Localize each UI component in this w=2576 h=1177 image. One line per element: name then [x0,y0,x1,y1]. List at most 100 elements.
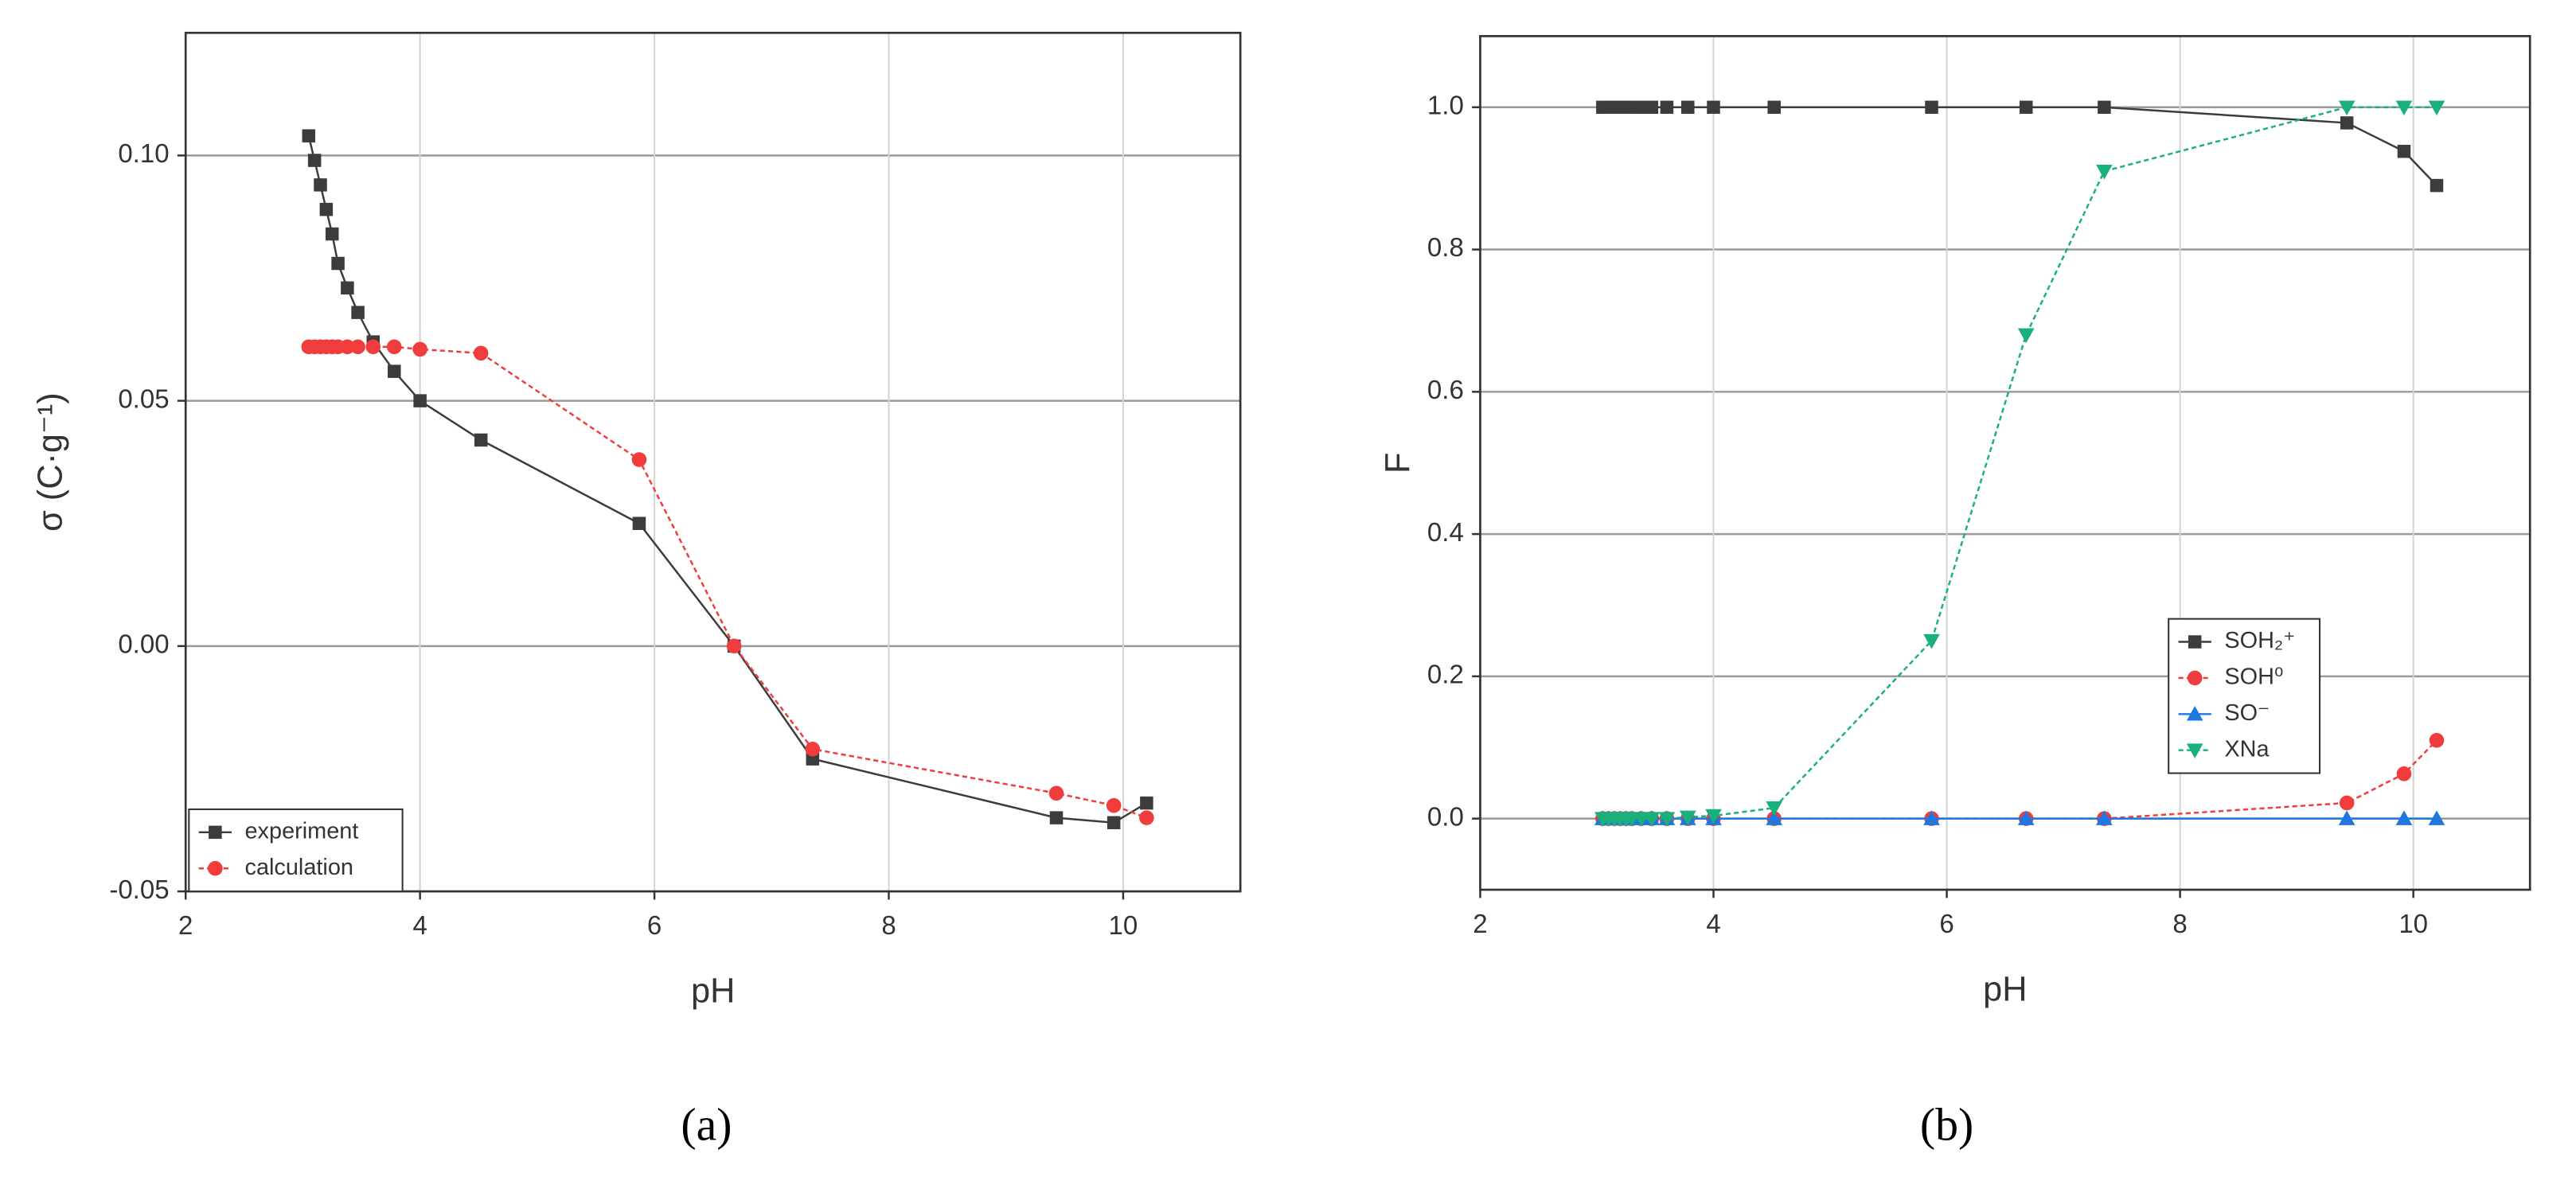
marker [365,339,381,355]
y-tick-label: 0.8 [1427,232,1464,262]
marker [1633,812,1649,827]
marker [1107,816,1121,830]
marker [2397,144,2411,158]
series-line [307,135,1148,824]
marker [341,281,354,295]
legend: experiment calculation [188,808,404,893]
legend-label: SO⁻ [2224,700,2270,726]
caption: (a) [681,1100,732,1150]
marker [2098,100,2111,115]
y-axis-label: F [1379,452,1417,473]
legend-label: XNa [2224,736,2270,762]
marker [340,339,355,355]
marker [1705,809,1722,824]
marker [351,306,365,319]
x-tick-label: 6 [1939,909,1953,938]
marker [1658,812,1676,827]
legend-label: SOH⁰ [2224,664,2283,690]
marker [1106,797,1122,813]
marker [2428,100,2445,116]
marker [319,202,334,216]
marker [2019,100,2033,115]
marker [302,129,316,142]
marker [1634,100,1648,115]
y-tick-label: -0.05 [109,875,169,904]
marker [2338,810,2355,825]
legend-box [188,808,404,893]
legend-marker [2187,670,2203,686]
series-line [1602,106,2437,186]
y-tick-label: 0.2 [1427,660,1464,689]
legend-label: experiment [245,818,359,844]
plot-frame [184,31,1242,893]
marker [2096,810,2113,825]
marker [2017,810,2035,825]
marker [1140,796,1153,810]
marker [307,154,322,167]
series-line [308,345,1147,819]
marker [1923,810,1940,825]
marker [350,339,365,355]
x-tick-label: 10 [2398,909,2428,938]
x-axis-label: pH [691,972,735,1010]
marker [1766,810,1783,825]
x-tick-label: 8 [881,910,896,940]
marker [314,178,327,192]
x-tick-label: 2 [178,910,193,940]
marker [386,339,402,355]
legend-marker [209,825,222,840]
marker [1048,785,1064,801]
y-tick-label: 0.6 [1427,375,1464,404]
marker [1643,812,1661,827]
legend: SOH₂⁺ SOH⁰ SO⁻ XNa [2168,618,2321,774]
marker [1660,100,1674,115]
x-tick-label: 4 [1706,909,1720,938]
marker [413,394,427,407]
marker [1766,801,1783,816]
marker [631,452,647,467]
plot-frame [1479,35,2531,891]
marker [2396,766,2412,781]
marker [805,742,821,757]
marker [1139,810,1154,825]
marker [1679,810,1696,826]
legend-marker [2186,705,2203,721]
marker [1707,100,1720,115]
y-tick-label: 0.4 [1427,517,1464,547]
marker [2017,328,2035,344]
x-axis-label: pH [1983,970,2027,1008]
legend-label: SOH₂⁺ [2224,628,2295,653]
legend-marker [2188,635,2202,649]
marker [2395,810,2413,825]
plot: -0.05 0.00 0.05 0.10 2 4 6 8 10 pH σ (C·g⁻¹) (a) exp… [31,31,1242,1150]
marker [474,433,488,447]
marker [2428,810,2445,825]
y-tick-label: 0.00 [118,629,169,659]
marker [2096,164,2113,180]
x-tick-label: 8 [2172,909,2187,938]
x-tick-label: 6 [647,910,662,940]
y-axis-label: σ (C·g⁻¹) [31,392,69,532]
marker [2395,100,2413,116]
y-tick-label: 1.0 [1427,90,1464,119]
marker [2338,100,2355,116]
x-tick-label: 10 [1109,910,1138,940]
marker [2339,795,2355,811]
legend-label: calculation [245,855,353,880]
marker [2429,733,2445,748]
marker [632,516,646,530]
x-tick-label: 2 [1473,909,1487,938]
marker [412,341,427,357]
y-tick-label: 0.0 [1427,801,1464,831]
legend-marker [2186,743,2203,758]
x-tick-label: 4 [412,910,427,940]
marker [325,227,339,241]
marker [1923,633,1940,649]
marker [1681,100,1695,115]
marker [1767,100,1781,115]
legend-marker [208,860,223,876]
marker [1645,100,1659,115]
plot: 0.00.20.40.60.81.02 4 6 8 10pHF(b)SOH₂⁺SOH⁰S… [1379,35,2531,1150]
y-tick-label: 0.10 [118,138,169,168]
